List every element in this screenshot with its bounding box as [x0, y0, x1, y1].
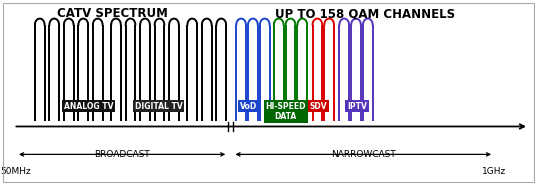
Text: 50MHz: 50MHz	[1, 167, 32, 176]
Text: ANALOG TV: ANALOG TV	[64, 102, 113, 110]
Text: 1GHz: 1GHz	[482, 167, 506, 176]
Text: VoD: VoD	[240, 102, 257, 110]
Text: NARROWCAST: NARROWCAST	[331, 150, 396, 159]
Text: CATV SPECTRUM: CATV SPECTRUM	[57, 7, 168, 20]
Text: HI-SPEED
DATA: HI-SPEED DATA	[265, 102, 306, 121]
Text: BROADCAST: BROADCAST	[95, 150, 150, 159]
Text: IPTV: IPTV	[347, 102, 367, 110]
Text: UP TO 158 QAM CHANNELS: UP TO 158 QAM CHANNELS	[275, 7, 455, 20]
Text: DIGITAL TV: DIGITAL TV	[135, 102, 182, 110]
Text: SDV: SDV	[310, 102, 327, 110]
